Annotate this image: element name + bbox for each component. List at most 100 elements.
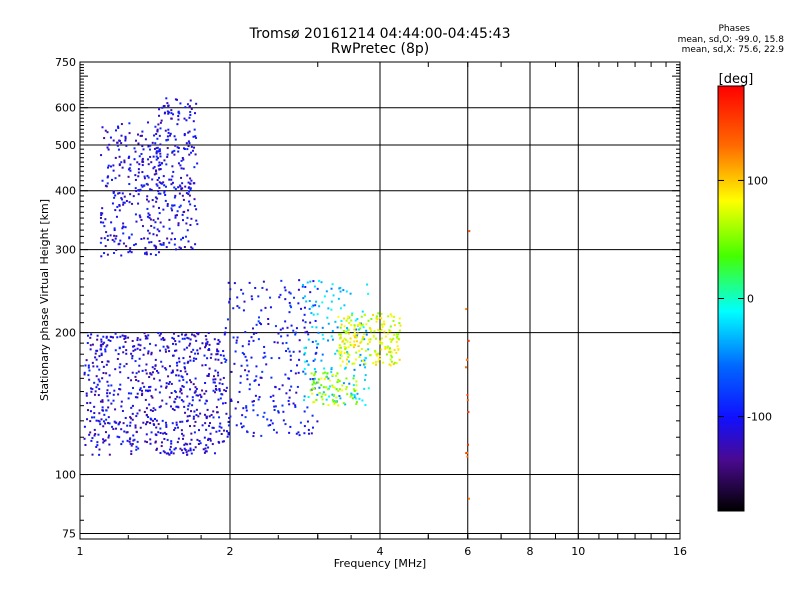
data-point: [340, 346, 343, 349]
data-point: [151, 141, 154, 144]
data-point: [173, 237, 176, 240]
data-point: [381, 325, 384, 328]
data-point: [178, 379, 181, 382]
data-point: [155, 172, 158, 175]
data-point: [331, 399, 334, 402]
data-point: [128, 132, 131, 135]
data-point: [321, 301, 324, 304]
data-point: [204, 447, 207, 450]
data-point: [143, 347, 146, 350]
data-point: [344, 347, 347, 350]
data-point: [217, 398, 220, 401]
data-point: [196, 349, 199, 352]
data-point: [116, 435, 119, 438]
data-point: [174, 138, 177, 141]
data-point: [157, 123, 160, 126]
data-point: [226, 318, 229, 321]
data-point: [260, 323, 263, 326]
data-point: [85, 394, 88, 397]
data-point: [159, 155, 162, 158]
data-point: [151, 410, 154, 413]
data-point: [224, 402, 227, 405]
data-point: [150, 431, 153, 434]
data-point: [390, 360, 393, 363]
data-point: [117, 192, 120, 195]
data-point: [287, 399, 290, 402]
data-point: [146, 337, 149, 340]
data-point: [337, 380, 340, 383]
data-point: [293, 296, 296, 299]
data-point: [251, 298, 254, 301]
data-point: [159, 164, 162, 167]
data-point: [187, 360, 190, 363]
data-point: [114, 408, 117, 411]
data-point: [228, 416, 231, 419]
data-point: [220, 393, 223, 396]
data-point: [137, 175, 140, 178]
data-point: [98, 448, 101, 451]
data-point: [122, 203, 125, 206]
data-point: [281, 342, 284, 345]
data-point: [269, 296, 272, 299]
data-point: [90, 333, 93, 336]
data-point: [380, 337, 383, 340]
data-point: [297, 302, 300, 305]
data-point: [181, 182, 184, 185]
data-point: [150, 225, 153, 228]
data-point: [304, 346, 307, 349]
data-point: [159, 127, 162, 130]
data-point: [332, 294, 335, 297]
data-point: [282, 419, 285, 422]
data-point: [106, 389, 109, 392]
data-point: [208, 422, 211, 425]
data-point: [336, 372, 339, 375]
data-point: [182, 219, 185, 222]
data-point: [176, 395, 179, 398]
data-point: [90, 416, 93, 419]
data-point: [107, 434, 110, 437]
data-point: [155, 183, 158, 186]
data-point: [244, 330, 247, 333]
data-point: [351, 312, 354, 315]
data-point: [155, 448, 158, 451]
data-point: [328, 379, 331, 382]
data-point: [284, 373, 287, 376]
data-point: [189, 187, 192, 190]
data-point: [162, 175, 165, 178]
data-point: [170, 207, 173, 210]
data-point: [140, 184, 143, 187]
data-point: [246, 374, 249, 377]
axis-ticks: [79, 62, 681, 539]
data-point: [94, 390, 97, 393]
data-point: [199, 412, 202, 415]
data-point: [110, 221, 113, 224]
data-point: [117, 243, 120, 246]
data-point: [353, 389, 356, 392]
data-point: [151, 371, 154, 374]
data-point: [175, 374, 178, 377]
data-point: [162, 181, 165, 184]
data-point: [343, 325, 346, 328]
data-point: [255, 375, 258, 378]
data-point: [129, 424, 132, 427]
data-point: [160, 119, 163, 122]
data-point: [390, 315, 393, 318]
data-point: [114, 332, 117, 335]
data-point: [186, 336, 189, 339]
data-point: [380, 328, 383, 331]
data-point: [176, 210, 179, 213]
data-point: [153, 226, 156, 229]
data-point: [201, 342, 204, 345]
data-point: [160, 360, 163, 363]
data-point: [146, 207, 149, 210]
data-point: [140, 218, 143, 221]
data-point: [160, 338, 163, 341]
data-point: [132, 195, 135, 198]
data-point: [166, 102, 169, 105]
data-point: [145, 414, 148, 417]
data-point: [290, 324, 293, 327]
data-point: [127, 157, 130, 160]
data-point: [175, 421, 178, 424]
data-point: [140, 134, 143, 137]
data-point: [189, 338, 192, 341]
